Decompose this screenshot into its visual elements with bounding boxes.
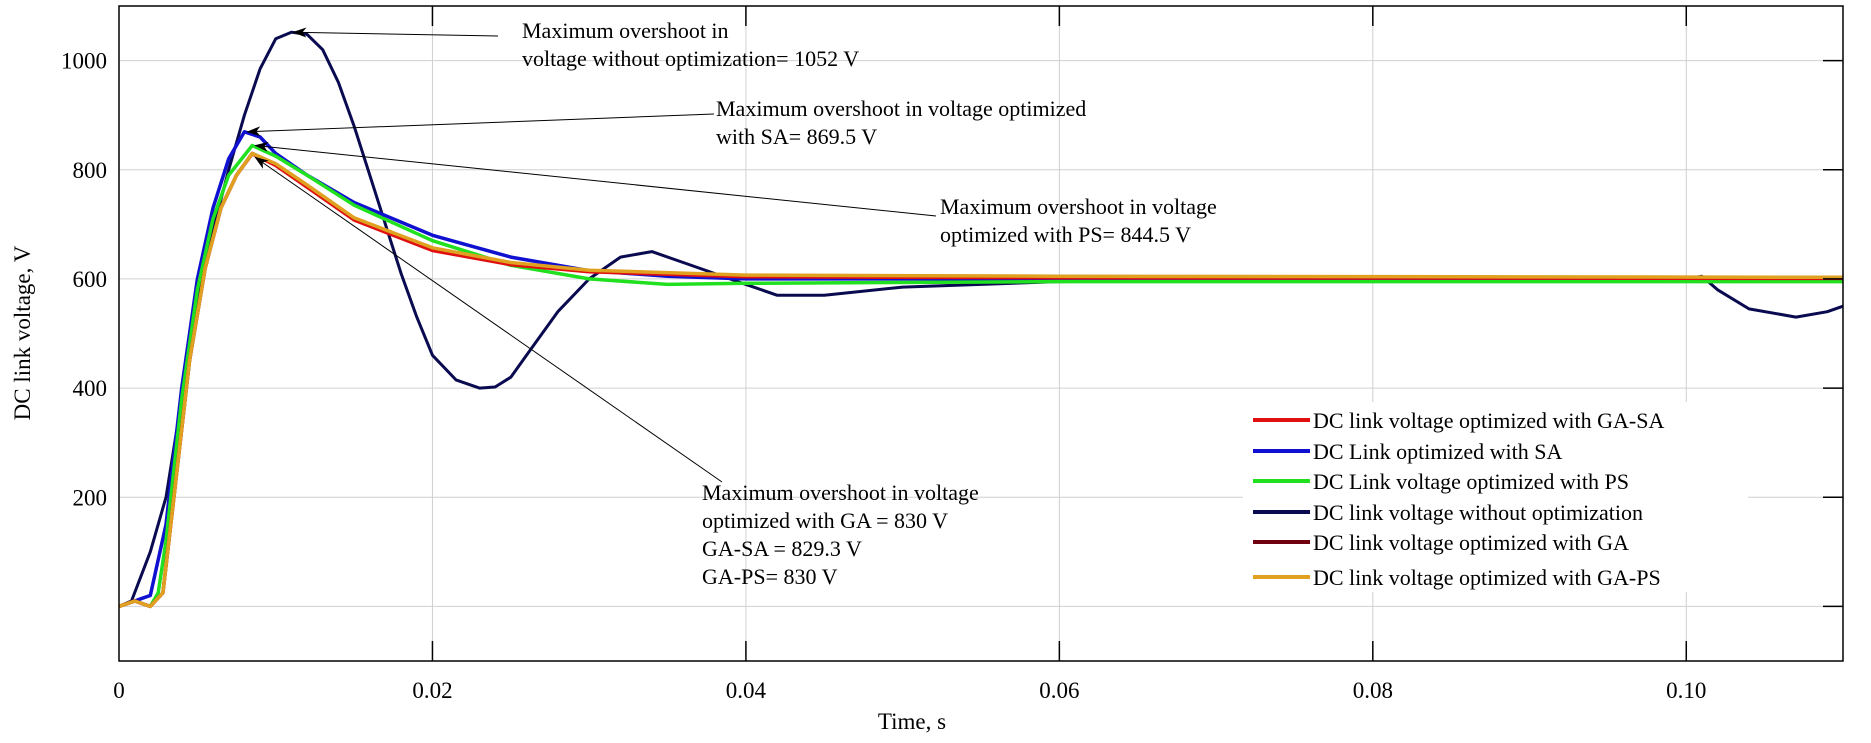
y-axis-label: DC link voltage, V	[10, 245, 35, 420]
annotation-arrow	[254, 156, 723, 483]
series-line-5	[118, 151, 1844, 609]
annotation-text: with SA= 869.5 V	[716, 124, 877, 149]
annotations: Maximum overshoot in voltage without opti…	[246, 18, 1217, 589]
annotation-text: optimized with GA = 830 V	[702, 508, 948, 533]
x-tick-label: 0	[113, 678, 125, 703]
x-tick-label: 0.02	[412, 678, 452, 703]
x-tick-label: 0.04	[726, 678, 767, 703]
annotation-text: optimized with PS= 844.5 V	[940, 222, 1191, 247]
y-tick-label: 400	[73, 376, 108, 401]
y-tick-label: 1000	[61, 49, 107, 74]
annotation-text: voltage without optimization= 1052 V	[522, 46, 859, 71]
annotation-text: Maximum overshoot in voltage	[940, 194, 1217, 219]
annotation-arrow	[254, 141, 937, 217]
annotation-text: Maximum overshoot in voltage	[702, 480, 979, 505]
y-tick-label: 600	[73, 267, 108, 292]
annotation-text: GA-PS= 830 V	[702, 564, 838, 589]
legend: DC link voltage optimized with GA-SA DC L…	[1243, 402, 1748, 592]
y-tick-label: 800	[73, 158, 108, 183]
legend-label: DC Link voltage optimized with PS	[1313, 469, 1629, 494]
annotation-text: Maximum overshoot in	[522, 18, 729, 43]
legend-label: DC Link optimized with SA	[1313, 439, 1562, 464]
legend-box	[1243, 402, 1748, 592]
x-tick-label: 0.10	[1666, 678, 1706, 703]
annotation-text: GA-SA = 829.3 V	[702, 536, 862, 561]
legend-label: DC link voltage optimized with GA-SA	[1313, 408, 1664, 433]
x-tick-label: 0.08	[1353, 678, 1393, 703]
annotation-text: Maximum overshoot in voltage optimized	[716, 96, 1086, 121]
x-tick-label: 0.06	[1039, 678, 1079, 703]
x-axis-label: Time, s	[878, 709, 946, 734]
annotation-arrow	[246, 113, 715, 137]
ticks: 0 0.02 0.04 0.06 0.08 0.10 200 400 600 800 1000	[61, 6, 1843, 703]
legend-label: DC link voltage without optimization	[1313, 500, 1643, 525]
legend-label: DC link voltage optimized with GA	[1313, 530, 1629, 555]
y-tick-label: 200	[73, 485, 108, 510]
plot-frame	[118, 5, 1844, 662]
legend-label: DC link voltage optimized with GA-PS	[1313, 565, 1661, 590]
annotation-arrow	[292, 27, 499, 38]
